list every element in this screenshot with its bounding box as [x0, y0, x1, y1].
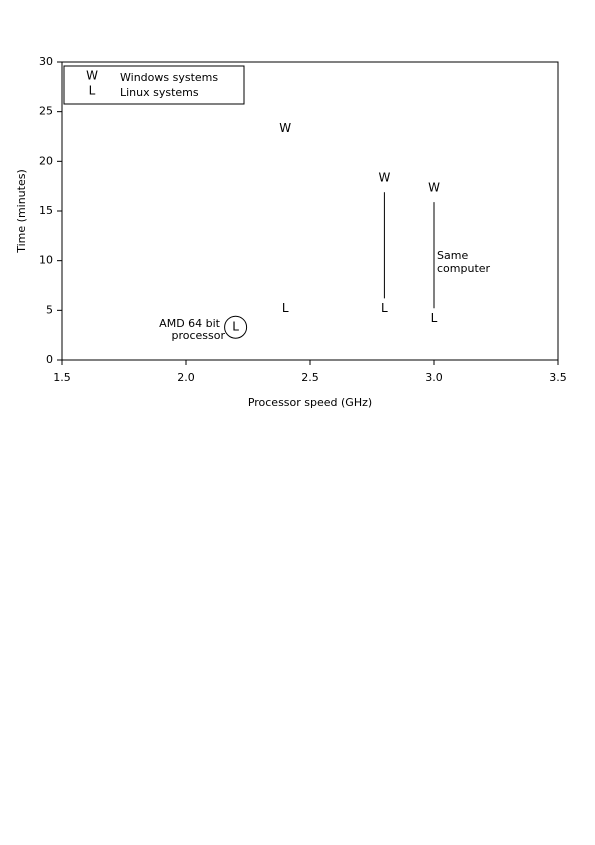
x-tick-label: 2.5 [301, 371, 319, 384]
legend-label: Windows systems [120, 71, 218, 84]
annotation: AMD 64 bit [159, 317, 221, 330]
point-marker: L [282, 301, 289, 315]
point-marker: L [431, 311, 438, 325]
point-marker: W [428, 181, 440, 195]
y-tick-label: 5 [46, 303, 53, 316]
y-tick-label: 30 [39, 55, 53, 68]
point-marker: L [232, 320, 239, 334]
y-tick-label: 0 [46, 353, 53, 366]
highlight-circle [224, 315, 248, 339]
plot-frame [61, 61, 559, 361]
legend-marker: W [86, 69, 98, 83]
legend-label: Linux systems [120, 86, 199, 99]
point-marker: L [381, 301, 388, 315]
point-marker: W [279, 121, 291, 135]
y-axis-label: Time (minutes) [15, 169, 28, 254]
x-tick-label: 3.5 [549, 371, 567, 384]
x-tick-label: 2.0 [177, 371, 195, 384]
y-tick-label: 15 [39, 204, 53, 217]
y-tick-label: 25 [39, 105, 53, 118]
annotation: processor [171, 329, 225, 342]
x-axis-label: Processor speed (GHz) [248, 396, 372, 409]
annotation: Same [437, 249, 468, 262]
legend-marker: L [89, 84, 96, 98]
y-tick-label: 20 [39, 154, 53, 167]
point-marker: W [378, 171, 390, 185]
x-tick-label: 1.5 [53, 371, 71, 384]
y-tick-label: 10 [39, 254, 53, 267]
annotation: computer [437, 262, 491, 275]
legend-box [63, 65, 245, 105]
x-tick-label: 3.0 [425, 371, 443, 384]
